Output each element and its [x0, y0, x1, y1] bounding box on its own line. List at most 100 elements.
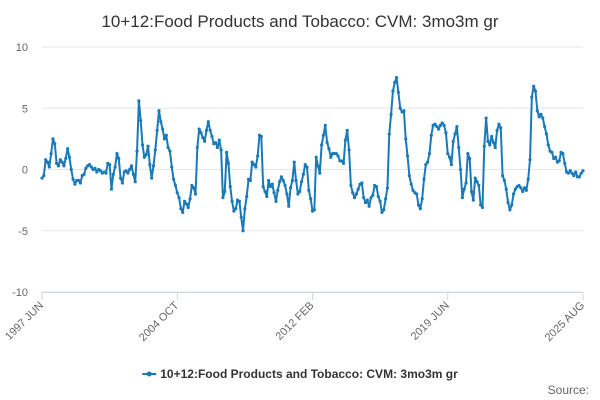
data-point[interactable]: [279, 175, 284, 179]
data-point[interactable]: [226, 161, 231, 165]
data-point[interactable]: [42, 174, 46, 178]
data-point[interactable]: [274, 199, 278, 203]
data-point[interactable]: [418, 207, 422, 211]
data-point[interactable]: [543, 125, 547, 129]
data-point[interactable]: [321, 133, 326, 137]
data-point[interactable]: [131, 172, 135, 176]
data-point[interactable]: [69, 167, 73, 172]
data-point[interactable]: [199, 131, 203, 135]
data-point[interactable]: [352, 196, 357, 200]
data-point[interactable]: [477, 183, 481, 188]
data-point[interactable]: [146, 144, 150, 148]
data-point[interactable]: [117, 156, 121, 161]
data-point[interactable]: [47, 165, 51, 169]
data-point[interactable]: [561, 151, 565, 156]
data-point[interactable]: [76, 178, 81, 183]
data-point[interactable]: [164, 133, 168, 137]
data-point[interactable]: [135, 149, 139, 153]
data-point[interactable]: [365, 198, 369, 202]
data-point[interactable]: [219, 148, 223, 152]
data-point[interactable]: [243, 207, 247, 211]
data-point[interactable]: [323, 123, 327, 127]
data-point[interactable]: [504, 187, 508, 191]
data-point[interactable]: [486, 139, 490, 143]
data-point[interactable]: [203, 139, 207, 143]
data-point[interactable]: [161, 127, 165, 131]
data-point[interactable]: [204, 128, 209, 132]
data-point[interactable]: [550, 150, 554, 154]
data-point[interactable]: [177, 196, 181, 200]
data-point[interactable]: [276, 188, 280, 192]
data-point[interactable]: [325, 140, 329, 145]
data-point[interactable]: [272, 191, 276, 195]
data-point[interactable]: [137, 99, 141, 103]
data-point[interactable]: [488, 143, 492, 147]
data-point[interactable]: [290, 178, 294, 183]
data-point[interactable]: [301, 172, 305, 176]
data-point[interactable]: [129, 164, 134, 168]
data-point[interactable]: [499, 126, 503, 130]
data-point[interactable]: [44, 158, 48, 162]
data-point[interactable]: [256, 154, 260, 158]
data-point[interactable]: [186, 205, 190, 210]
data-point[interactable]: [268, 185, 273, 189]
data-point[interactable]: [391, 89, 395, 93]
data-point[interactable]: [455, 125, 459, 129]
data-point[interactable]: [511, 192, 516, 196]
data-point[interactable]: [49, 151, 53, 156]
data-point[interactable]: [440, 121, 444, 125]
data-point[interactable]: [239, 215, 243, 219]
data-point[interactable]: [398, 106, 402, 110]
data-point[interactable]: [201, 136, 205, 140]
data-point[interactable]: [166, 145, 170, 150]
data-point[interactable]: [318, 171, 322, 175]
data-point[interactable]: [82, 172, 86, 176]
data-point[interactable]: [409, 182, 413, 186]
data-point[interactable]: [416, 203, 421, 207]
data-point[interactable]: [144, 153, 148, 157]
data-point[interactable]: [424, 163, 428, 167]
data-point[interactable]: [162, 137, 167, 141]
data-point[interactable]: [530, 95, 534, 99]
data-point[interactable]: [126, 171, 130, 175]
data-point[interactable]: [490, 134, 494, 139]
data-point[interactable]: [340, 159, 344, 163]
data-point[interactable]: [128, 167, 132, 172]
data-point[interactable]: [292, 160, 296, 164]
data-point[interactable]: [98, 169, 103, 173]
data-point[interactable]: [58, 158, 62, 162]
data-point[interactable]: [345, 128, 349, 132]
data-point[interactable]: [140, 143, 145, 147]
data-point[interactable]: [175, 191, 179, 195]
data-point[interactable]: [380, 210, 384, 214]
data-point[interactable]: [473, 176, 477, 180]
data-point[interactable]: [526, 177, 530, 181]
data-point[interactable]: [482, 144, 486, 148]
data-point[interactable]: [435, 125, 439, 129]
data-point[interactable]: [270, 182, 274, 186]
data-point[interactable]: [133, 180, 137, 184]
data-point[interactable]: [493, 145, 497, 150]
data-point[interactable]: [362, 196, 366, 200]
data-point[interactable]: [111, 172, 115, 176]
data-point[interactable]: [387, 132, 391, 136]
data-point[interactable]: [336, 154, 340, 158]
data-point[interactable]: [384, 197, 388, 201]
data-point[interactable]: [84, 166, 88, 170]
data-point[interactable]: [446, 151, 450, 156]
data-point[interactable]: [142, 155, 146, 159]
data-point[interactable]: [245, 194, 249, 199]
data-point[interactable]: [405, 154, 410, 158]
data-point[interactable]: [471, 198, 475, 202]
data-point[interactable]: [118, 176, 123, 180]
data-point[interactable]: [469, 189, 474, 194]
credits-text[interactable]: Source:: [548, 383, 589, 397]
data-point[interactable]: [89, 165, 93, 169]
data-point[interactable]: [254, 165, 258, 169]
data-point[interactable]: [334, 151, 338, 156]
data-point[interactable]: [250, 160, 254, 164]
data-point[interactable]: [411, 188, 415, 192]
data-point[interactable]: [329, 155, 333, 159]
data-point[interactable]: [288, 186, 293, 190]
data-point[interactable]: [305, 165, 309, 169]
